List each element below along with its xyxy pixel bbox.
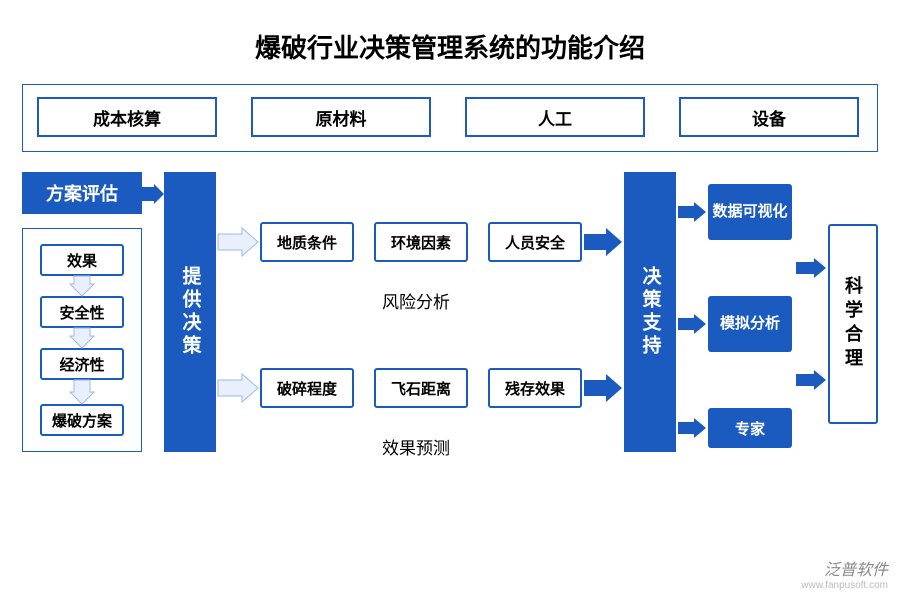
left-item-safety: 安全性 <box>40 296 124 328</box>
scheme-evaluation-box: 方案评估 <box>22 172 142 214</box>
scientific-reasonable-box: 科学合理 <box>828 224 878 424</box>
mid-geology: 地质条件 <box>260 222 354 262</box>
decision-support-pillar: 决策支持 <box>624 172 676 452</box>
mid-flydistance: 飞石距离 <box>374 368 468 408</box>
right-arrow-icon <box>142 184 164 204</box>
left-item-plan: 爆破方案 <box>40 404 124 436</box>
watermark-url: www.fanpusoft.com <box>801 580 888 592</box>
right-arrow-icon <box>678 418 706 438</box>
mid-fragmentation: 破碎程度 <box>260 368 354 408</box>
right-arrow-light-icon <box>218 374 258 402</box>
right-arrow-icon <box>584 228 622 256</box>
provide-decision-pillar: 提供决策 <box>164 172 216 452</box>
top-tab-material: 原材料 <box>251 97 431 137</box>
effect-prediction-label: 效果预测 <box>382 434 450 459</box>
top-tabs-container: 成本核算 原材料 人工 设备 <box>22 84 878 152</box>
top-tab-labor: 人工 <box>465 97 645 137</box>
right-arrow-icon <box>584 374 622 402</box>
right-data-viz: 数据可视化 <box>708 184 792 240</box>
right-arrow-icon <box>796 258 826 278</box>
right-arrow-icon <box>678 314 706 334</box>
diagram-title: 爆破行业决策管理系统的功能介绍 <box>0 0 900 65</box>
risk-analysis-label: 风险分析 <box>382 288 450 313</box>
right-arrow-light-icon <box>218 228 258 256</box>
down-arrow-icon <box>70 276 94 296</box>
top-tab-cost: 成本核算 <box>37 97 217 137</box>
right-simulation: 模拟分析 <box>708 296 792 352</box>
right-arrow-icon <box>796 370 826 390</box>
mid-residual: 残存效果 <box>488 368 582 408</box>
mid-environment: 环境因素 <box>374 222 468 262</box>
watermark-brand: 泛普软件 <box>801 561 888 580</box>
down-arrow-icon <box>70 328 94 348</box>
left-item-effect: 效果 <box>40 244 124 276</box>
top-tab-equipment: 设备 <box>679 97 859 137</box>
right-arrow-icon <box>678 202 706 222</box>
left-item-economy: 经济性 <box>40 348 124 380</box>
down-arrow-icon <box>70 380 94 404</box>
watermark: 泛普软件 www.fanpusoft.com <box>801 561 888 592</box>
mid-personnel: 人员安全 <box>488 222 582 262</box>
right-expert: 专家 <box>708 408 792 448</box>
